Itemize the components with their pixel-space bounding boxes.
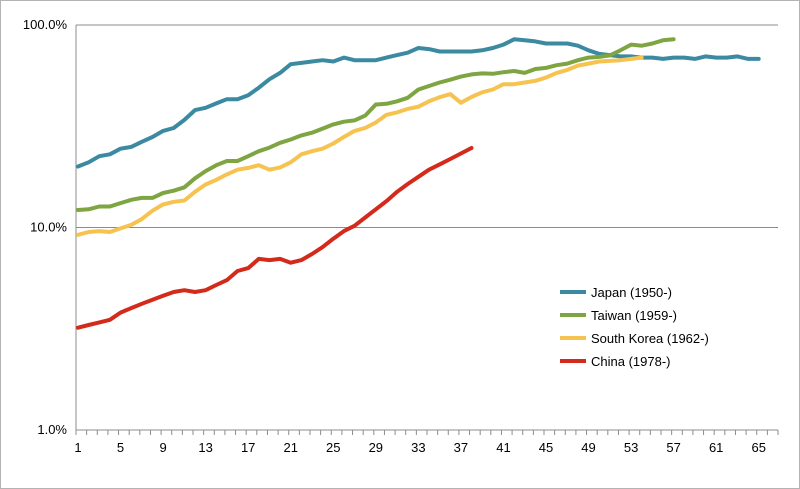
x-tick-label: 41	[496, 440, 510, 455]
x-tick-label: 57	[666, 440, 680, 455]
x-tick-label: 13	[198, 440, 212, 455]
series-line-0	[76, 37, 761, 169]
x-tick-label: 37	[454, 440, 468, 455]
grid	[76, 24, 778, 228]
legend-label-0: Japan (1950-)	[591, 285, 672, 300]
series-line-3	[76, 146, 474, 330]
legend-label-2: South Korea (1962-)	[591, 331, 709, 346]
x-tick-label: 1	[74, 440, 81, 455]
x-tick-label: 5	[117, 440, 124, 455]
x-tick-label: 49	[581, 440, 595, 455]
x-tick-label: 25	[326, 440, 340, 455]
series-line-2	[76, 55, 644, 237]
y-tick-label: 10.0%	[30, 220, 67, 235]
y-axis-ticks: 100.0% 10.0% 1.0%	[23, 17, 68, 437]
x-tick-label: 33	[411, 440, 425, 455]
legend: Japan (1950-) Taiwan (1959-) South Korea (…	[560, 285, 709, 369]
x-tick-label: 29	[369, 440, 383, 455]
x-axis-ticks: 1 5 9 13 17 21 25 29 33 37 41 45 49 53 57 61 65	[74, 430, 779, 455]
x-tick-label: 21	[283, 440, 297, 455]
x-tick-label: 61	[709, 440, 723, 455]
series-lines	[76, 37, 761, 330]
y-tick-label: 100.0%	[23, 17, 68, 32]
x-tick-label: 65	[751, 440, 765, 455]
y-tick-label: 1.0%	[37, 422, 67, 437]
x-tick-label: 17	[241, 440, 255, 455]
legend-label-3: China (1978-)	[591, 354, 671, 369]
x-tick-label: 9	[159, 440, 166, 455]
series-line-1	[76, 37, 676, 212]
x-tick-label: 45	[539, 440, 553, 455]
legend-label-1: Taiwan (1959-)	[591, 308, 677, 323]
x-tick-label: 53	[624, 440, 638, 455]
